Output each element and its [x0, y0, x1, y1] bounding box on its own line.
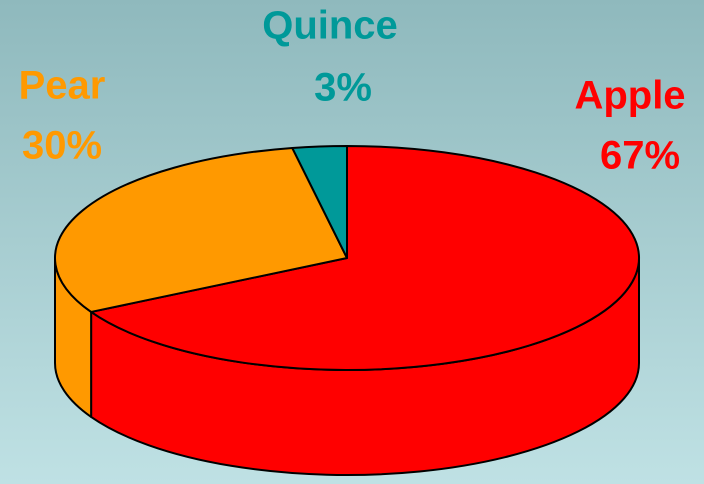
slice-value-label: 30% — [22, 124, 102, 168]
slice-value-label: 3% — [314, 66, 372, 110]
slice-label: Apple — [574, 74, 685, 118]
slice-value-label: 67% — [600, 134, 680, 178]
slice-label: Quince — [262, 4, 398, 48]
slice-label: Pear — [19, 64, 106, 108]
slice — [291, 145, 348, 259]
slice — [90, 145, 640, 371]
slice — [54, 146, 348, 313]
